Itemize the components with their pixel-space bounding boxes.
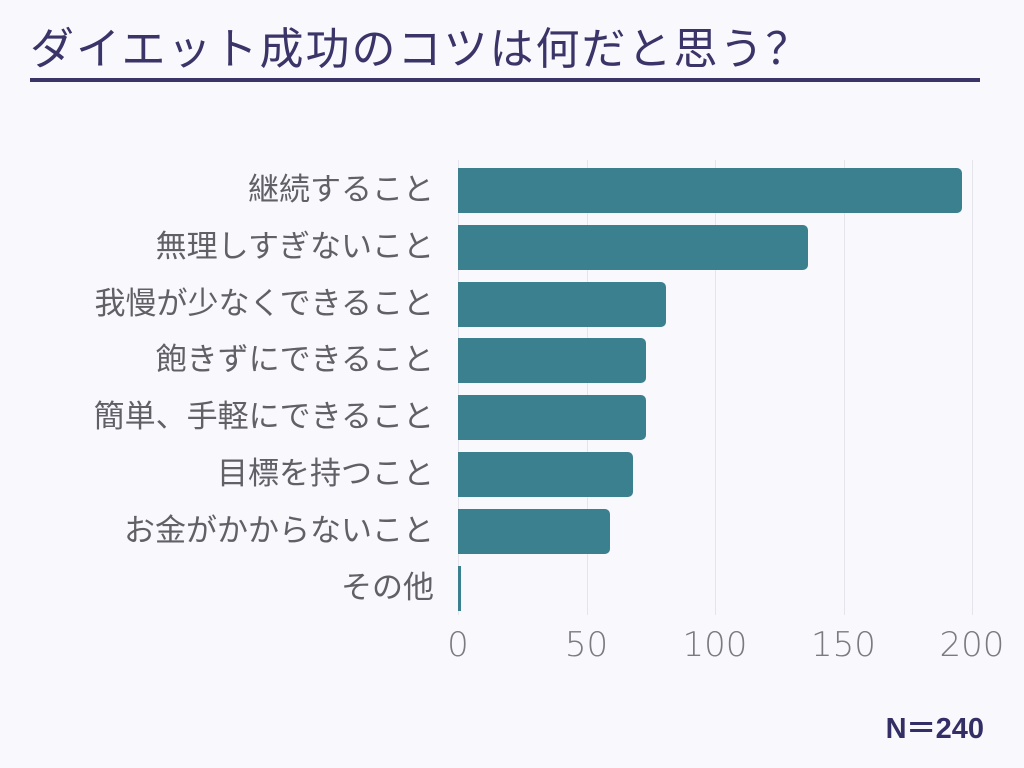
category-label: その他 [341, 569, 434, 606]
bar [458, 281, 667, 327]
x-tick-label: 50 [564, 625, 609, 665]
category-label: 無理しすぎないこと [155, 228, 434, 265]
bar [458, 168, 962, 213]
bar [458, 565, 461, 611]
bar [458, 395, 646, 441]
x-tick-label: 0 [447, 625, 469, 665]
gridline [843, 160, 845, 615]
bar [458, 508, 610, 554]
bar [458, 338, 646, 384]
gridline [458, 160, 459, 615]
category-label: 簡単、手軽にできること [93, 399, 434, 436]
category-label: 継続すること [248, 172, 434, 208]
x-tick-label: 200 [939, 625, 1005, 665]
gridline [715, 160, 716, 615]
x-tick-label: 100 [682, 625, 748, 665]
category-label: お金がかからないこと [124, 512, 434, 549]
chart-title: ダイエット成功のコツは何だと思う？ [30, 24, 812, 75]
x-tick-label: 150 [811, 625, 876, 665]
category-label: 我慢が少なくできること [94, 285, 434, 322]
sample-size-label: N＝240 [885, 713, 984, 745]
bar [458, 224, 808, 270]
category-label: 飽きずにできること [155, 342, 434, 379]
bar [458, 452, 633, 497]
gridline [972, 160, 973, 615]
gridline [586, 160, 588, 615]
title-underline [30, 78, 980, 82]
plot-area [458, 160, 998, 615]
category-label: 目標を持つこと [217, 456, 434, 492]
